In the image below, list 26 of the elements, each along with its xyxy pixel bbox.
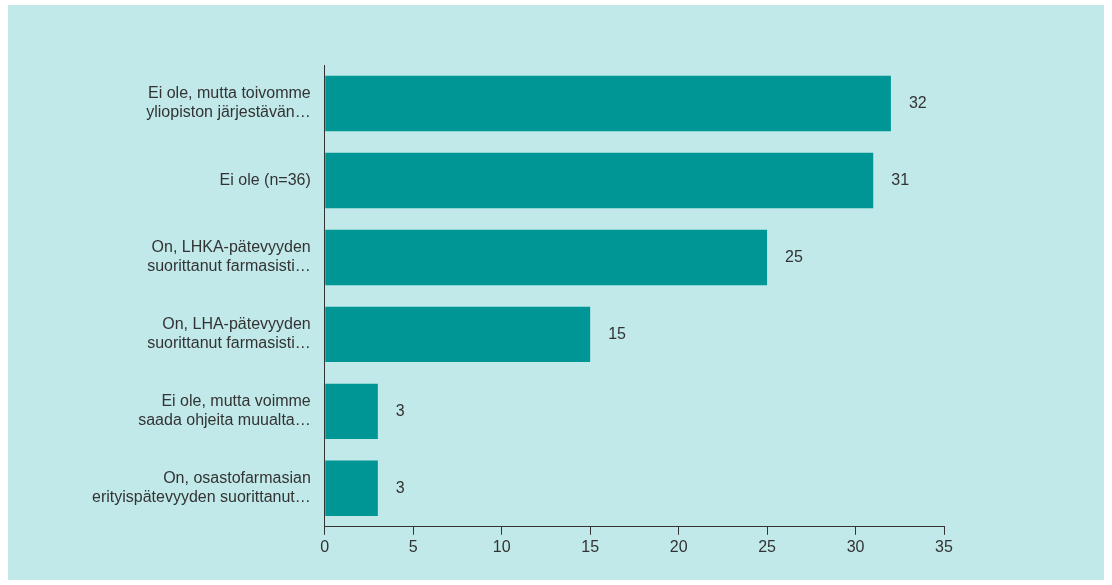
x-tick-label: 0 xyxy=(320,537,330,555)
data-label: 3 xyxy=(395,401,405,419)
x-tick-label: 35 xyxy=(935,537,953,555)
x-tick-label: 20 xyxy=(669,537,688,555)
y-tick-label: On, LHA-pätevyyden suorittanut farmasisti… xyxy=(147,315,311,352)
y-tick-label: Ei ole (n=36) xyxy=(219,170,311,188)
bar xyxy=(325,152,874,209)
bar xyxy=(325,383,378,440)
bar xyxy=(325,460,378,517)
data-label: 15 xyxy=(608,324,627,342)
bar xyxy=(325,306,591,363)
x-tick-label: 5 xyxy=(408,537,418,555)
bar xyxy=(325,75,891,132)
x-tick-label: 25 xyxy=(758,537,777,555)
y-tick-label: Ei ole, mutta toivomme yliopiston järjestävän… xyxy=(146,84,311,121)
data-label: 25 xyxy=(785,247,803,265)
x-tick-label: 15 xyxy=(581,537,600,555)
bar xyxy=(325,229,768,286)
data-label: 3 xyxy=(395,478,405,496)
x-tick-label: 10 xyxy=(492,537,511,555)
data-label: 32 xyxy=(908,93,927,111)
data-label: 31 xyxy=(891,170,910,188)
x-tick-label: 30 xyxy=(846,537,865,555)
y-tick-label: On, LHKA-pätevyyden suorittanut farmasisti… xyxy=(147,238,311,275)
y-tick-label: Ei ole, mutta voimme saada ohjeita muualta… xyxy=(138,392,311,429)
y-tick-label: On, osastofarmasian erityispätevyyden suorittanut… xyxy=(91,469,311,506)
